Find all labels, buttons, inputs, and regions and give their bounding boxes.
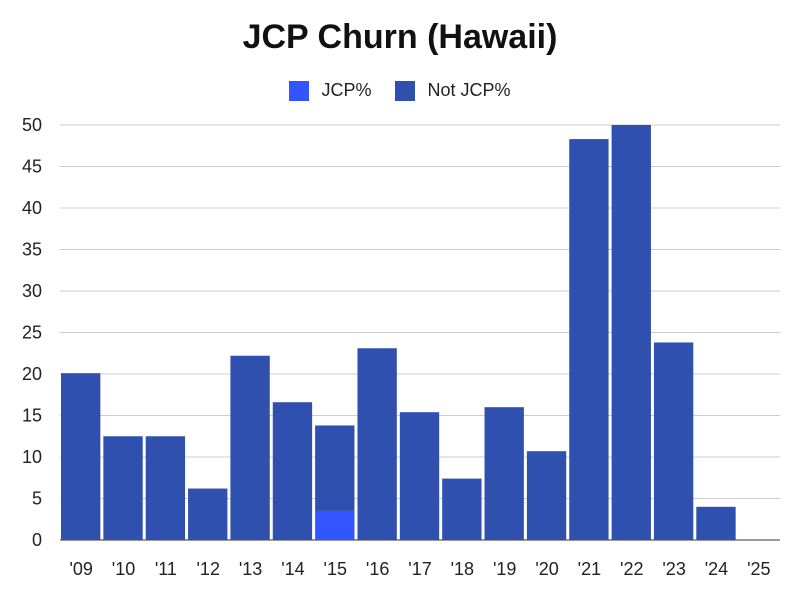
x-tick-label-11: '20 [535,559,558,579]
y-tick-label-45: 45 [22,157,42,177]
bar-not-jcp-3 [188,488,228,540]
x-tick-label-14: '23 [662,559,685,579]
legend-label-jcp: JCP% [321,80,372,100]
y-tick-label-30: 30 [22,281,42,301]
bar-not-jcp-9 [442,478,482,540]
legend-label-not-jcp: Not JCP% [427,80,511,100]
x-tick-label-10: '19 [493,559,516,579]
bar-not-jcp-13 [611,125,651,540]
y-tick-label-50: 50 [22,115,42,135]
y-tick-label-25: 25 [22,323,42,343]
bar-not-jcp-15 [696,506,736,540]
bar-not-jcp-11 [526,451,567,540]
bar-not-jcp-7 [357,348,397,540]
y-tick-label-15: 15 [22,406,42,426]
y-tick-label-40: 40 [22,198,42,218]
legend: JCP% Not JCP% [0,80,800,101]
x-tick-label-16: '25 [747,559,770,579]
x-tick-label-13: '22 [620,559,643,579]
x-tick-label-4: '13 [239,559,262,579]
bar-not-jcp-2 [145,436,186,540]
x-tick-label-3: '12 [197,559,220,579]
bar-not-jcp-14 [653,342,694,540]
x-tick-label-9: '18 [451,559,474,579]
legend-item-not-jcp[interactable]: Not JCP% [395,80,511,101]
bar-not-jcp-8 [399,412,440,540]
y-tick-label-10: 10 [22,447,42,467]
x-tick-label-5: '14 [281,559,304,579]
bar-not-jcp-1 [103,436,143,540]
bar-not-jcp-12 [569,139,609,541]
x-tick-label-15: '24 [705,559,728,579]
bar-not-jcp-4 [230,355,270,540]
y-tick-label-5: 5 [32,489,42,509]
legend-swatch-not-jcp [395,80,416,101]
bar-not-jcp-6 [315,425,355,511]
y-tick-label-0: 0 [32,530,42,550]
bar-not-jcp-10 [484,407,524,540]
chart-title: JCP Churn (Hawaii) [242,18,558,56]
x-tick-label-8: '17 [408,559,431,579]
bar-not-jcp-5 [272,402,313,540]
legend-item-jcp[interactable]: JCP% [289,80,371,101]
x-tick-label-0: '09 [69,559,92,579]
x-tick-label-2: '11 [155,559,177,579]
x-tick-label-12: '21 [578,559,601,579]
bar-not-jcp-0 [61,373,101,540]
x-tick-label-7: '16 [366,559,389,579]
legend-swatch-jcp [289,80,310,101]
bar-jcp-6 [315,510,355,540]
x-tick-label-1: '10 [112,559,135,579]
x-tick-label-6: '15 [324,559,347,579]
y-tick-label-20: 20 [22,364,42,384]
y-tick-label-35: 35 [22,240,42,260]
